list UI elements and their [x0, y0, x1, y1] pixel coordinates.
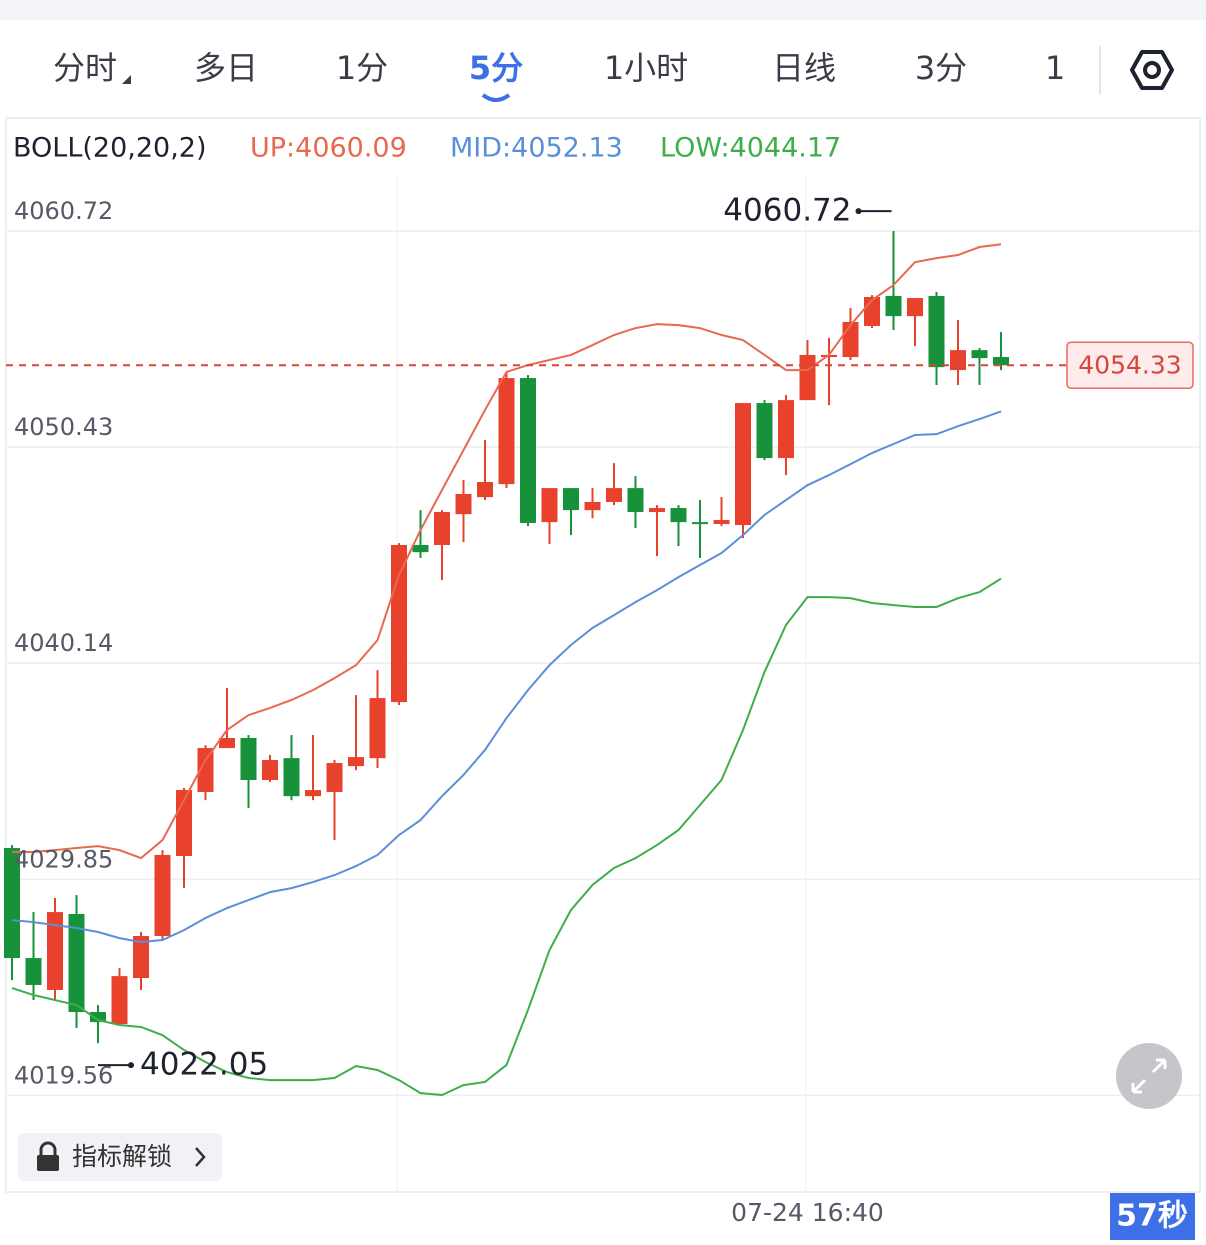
- unlock-bg: [18, 1133, 222, 1181]
- candle-body: [47, 912, 63, 990]
- candle-body: [197, 748, 214, 792]
- plot-frame: [5, 117, 1201, 1193]
- candle-body: [25, 958, 42, 985]
- lock-shackle: [39, 1141, 57, 1155]
- band-line: [11, 577, 1002, 1096]
- candle-body: [735, 403, 751, 526]
- candle-body: [498, 378, 515, 485]
- candle-body: [928, 295, 945, 368]
- candle-body: [455, 493, 472, 515]
- max-dot: [855, 208, 862, 215]
- candle-body: [68, 913, 85, 1013]
- candle-body: [950, 350, 966, 371]
- candle-body: [90, 1012, 106, 1023]
- y-tick-label: 4060.72: [14, 197, 113, 225]
- unlock-button[interactable]: 指标解锁: [18, 1133, 222, 1181]
- indicator-label: BOLL(20,20,2): [13, 133, 207, 164]
- settings-hexagon: [1130, 50, 1174, 90]
- tab-caret: [122, 75, 131, 84]
- candle-body: [993, 357, 1009, 366]
- last-price-box: [1066, 341, 1194, 390]
- countdown: 57秒: [1116, 1199, 1188, 1234]
- y-tick-label: 4029.85: [14, 845, 113, 873]
- x-tick-label: 07-24 16:40: [731, 1198, 884, 1227]
- candle-body: [305, 790, 321, 797]
- lock-body: [37, 1155, 59, 1171]
- candle-body: [369, 698, 386, 759]
- candle-body: [670, 508, 687, 523]
- band-line: [12, 243, 1002, 860]
- candle-body: [326, 762, 343, 792]
- legend-entry: UP:4060.09: [250, 133, 407, 164]
- candle-body: [713, 520, 730, 525]
- candle-body: [541, 488, 558, 523]
- candle-body: [606, 488, 622, 502]
- candle-body: [563, 488, 579, 511]
- candle-body: [391, 545, 407, 703]
- band-line: [11, 410, 1002, 944]
- candle-body: [971, 350, 988, 359]
- status-strip: [0, 0, 1206, 20]
- candle-body: [348, 757, 364, 767]
- settings-icon[interactable]: [1130, 50, 1174, 90]
- candle-body: [692, 522, 708, 525]
- expand-circle: [1116, 1043, 1182, 1109]
- candle-body: [477, 482, 493, 498]
- candle-body: [262, 760, 278, 780]
- legend-entry: MID:4052.13: [450, 133, 623, 164]
- expand-button[interactable]: [1116, 1043, 1182, 1109]
- y-tick-label: 4019.56: [14, 1061, 113, 1089]
- tab-indicator: [481, 93, 511, 102]
- y-tick-label: 4050.43: [14, 413, 113, 441]
- tab[interactable]: 3分: [915, 49, 967, 87]
- candle-body: [520, 378, 536, 523]
- candle-body: [434, 512, 450, 546]
- candle-body: [627, 488, 644, 513]
- candle-body: [778, 400, 794, 459]
- max-label: 4060.72: [723, 193, 851, 229]
- min-label: 4022.05: [140, 1047, 268, 1083]
- settings-core: [1143, 61, 1161, 79]
- y-tick-label: 4040.14: [14, 629, 113, 657]
- candle-body: [412, 545, 429, 553]
- candle-body: [799, 354, 816, 401]
- candle-body: [283, 758, 300, 797]
- min-dot: [128, 1062, 134, 1069]
- tab[interactable]: 5分: [469, 49, 523, 87]
- candle-body: [219, 737, 235, 749]
- countdown-bg: [1110, 1193, 1195, 1240]
- candle-body: [133, 936, 149, 979]
- candle-body: [885, 295, 902, 317]
- candle-body: [842, 321, 859, 358]
- tab[interactable]: 1: [1045, 49, 1065, 87]
- expand-arrows: [1131, 1058, 1167, 1094]
- candle-body: [584, 501, 601, 511]
- candle-body: [154, 854, 171, 937]
- tab[interactable]: 多日: [194, 49, 258, 87]
- tab[interactable]: 日线: [772, 49, 836, 87]
- candle-body: [111, 976, 128, 1025]
- last-price-label: 4054.33: [1078, 350, 1181, 379]
- chevron: [195, 1147, 206, 1167]
- legend-entry: LOW:4044.17: [660, 133, 841, 164]
- tab[interactable]: 1小时: [604, 49, 688, 87]
- candle-body: [4, 848, 20, 959]
- tab[interactable]: 分时: [53, 49, 117, 87]
- candle-body: [907, 298, 923, 317]
- candle-body: [756, 403, 773, 459]
- candle-body: [240, 737, 257, 780]
- unlock-label: 指标解锁: [72, 1142, 172, 1171]
- tab[interactable]: 1分: [336, 49, 388, 87]
- candle-body: [649, 508, 665, 513]
